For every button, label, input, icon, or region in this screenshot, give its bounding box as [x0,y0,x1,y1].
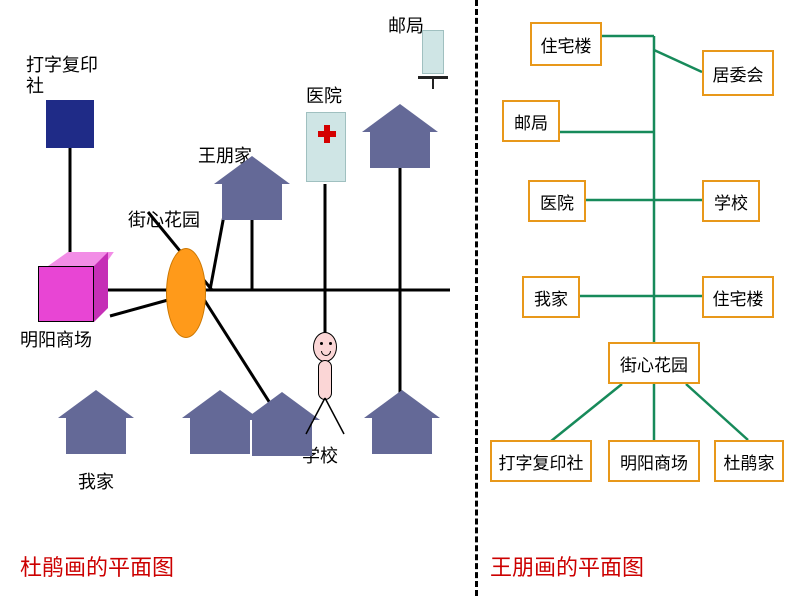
school-stick-figure [300,330,350,440]
mall-label: 明阳商场 [20,330,92,352]
tree-box-residential-1: 住宅楼 [530,22,602,66]
tree-box-post-office: 邮局 [502,100,560,142]
garden-label: 街心花园 [128,210,200,232]
upper-right-house [370,132,430,168]
hospital-box [306,112,346,182]
tree-box-hospital: 医院 [528,180,586,222]
right-caption: 王朋画的平面图 [490,550,644,582]
right-lines [0,0,794,596]
print-shop-box [46,100,94,148]
tree-box-my-home: 我家 [522,276,580,318]
post-office-label: 邮局 [388,16,424,38]
my-home-label: 我家 [78,472,114,494]
mall-cube [38,252,108,322]
mid-house-1 [190,418,250,454]
tree-box-print-shop: 打字复印社 [490,440,592,482]
tree-box-garden: 街心花园 [608,342,700,384]
tree-box-school: 学校 [702,180,760,222]
my-home-house [66,418,126,454]
lower-right-house [372,418,432,454]
tree-box-dujuan-home: 杜鹃家 [714,440,784,482]
tree-box-committee: 居委会 [702,50,774,96]
left-caption: 杜鹃画的平面图 [20,550,174,582]
print-shop-label-line2: 社 [26,76,44,98]
tree-box-mall: 明阳商场 [608,440,700,482]
hospital-label: 医院 [306,86,342,108]
divider [475,0,478,596]
garden-oval [166,248,206,338]
post-office-stem [432,79,434,89]
print-shop-label-line1: 打字复印 [26,55,98,77]
post-office-box [422,30,444,74]
wang-home-house [222,184,282,220]
tree-box-residential-2: 住宅楼 [702,276,774,318]
